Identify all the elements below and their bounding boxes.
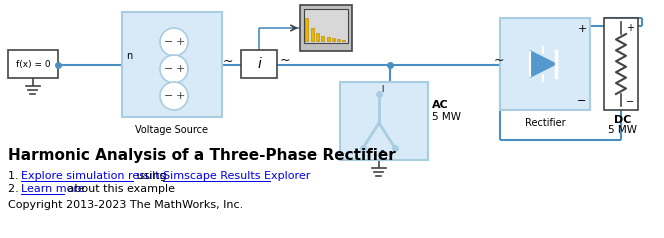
Bar bbox=[305, 18, 309, 41]
Text: ~: ~ bbox=[223, 55, 234, 68]
Text: 5 MW: 5 MW bbox=[432, 112, 461, 122]
Text: AC: AC bbox=[432, 100, 449, 110]
Polygon shape bbox=[530, 51, 556, 77]
Bar bbox=[316, 33, 319, 41]
Text: −: − bbox=[164, 64, 174, 74]
Text: −: − bbox=[164, 91, 174, 101]
Text: Explore simulation results: Explore simulation results bbox=[21, 171, 165, 181]
Bar bbox=[327, 37, 329, 41]
Bar bbox=[343, 40, 345, 41]
Text: +: + bbox=[626, 23, 634, 33]
FancyBboxPatch shape bbox=[500, 18, 590, 110]
Text: +: + bbox=[577, 24, 587, 34]
Text: Copyright 2013-2023 The MathWorks, Inc.: Copyright 2013-2023 The MathWorks, Inc. bbox=[8, 200, 243, 210]
FancyBboxPatch shape bbox=[340, 82, 428, 160]
FancyBboxPatch shape bbox=[241, 50, 277, 78]
Text: c: c bbox=[380, 148, 384, 157]
Text: Rectifier: Rectifier bbox=[525, 118, 565, 128]
Text: Voltage Source: Voltage Source bbox=[135, 125, 208, 135]
Text: Simscape Results Explorer: Simscape Results Explorer bbox=[163, 171, 310, 181]
Circle shape bbox=[160, 55, 188, 83]
FancyBboxPatch shape bbox=[604, 18, 638, 110]
Bar bbox=[311, 28, 314, 41]
FancyBboxPatch shape bbox=[304, 9, 348, 43]
Bar bbox=[321, 36, 324, 41]
Circle shape bbox=[160, 28, 188, 56]
Text: Harmonic Analysis of a Three-Phase Rectifier: Harmonic Analysis of a Three-Phase Recti… bbox=[8, 148, 396, 163]
Text: l: l bbox=[381, 85, 383, 94]
Circle shape bbox=[160, 82, 188, 110]
Text: −: − bbox=[164, 37, 174, 47]
Text: DC: DC bbox=[614, 115, 631, 125]
Text: 1.: 1. bbox=[8, 171, 22, 181]
FancyBboxPatch shape bbox=[122, 12, 222, 117]
Text: n: n bbox=[126, 51, 132, 61]
Text: ~: ~ bbox=[494, 54, 505, 66]
Text: f(x) = 0: f(x) = 0 bbox=[16, 60, 50, 69]
Bar bbox=[332, 39, 335, 41]
Text: −: − bbox=[626, 97, 634, 107]
Text: 2.: 2. bbox=[8, 184, 23, 194]
Text: 5 MW: 5 MW bbox=[608, 125, 637, 135]
Text: +: + bbox=[175, 64, 185, 74]
FancyBboxPatch shape bbox=[300, 5, 352, 51]
Bar bbox=[337, 39, 340, 41]
Text: using: using bbox=[133, 171, 170, 181]
Text: +: + bbox=[175, 91, 185, 101]
Text: −: − bbox=[577, 96, 587, 106]
Text: i: i bbox=[257, 57, 261, 71]
Text: about this example: about this example bbox=[64, 184, 175, 194]
Text: Learn more: Learn more bbox=[21, 184, 84, 194]
Text: +: + bbox=[175, 37, 185, 47]
Text: ~: ~ bbox=[280, 54, 290, 66]
FancyBboxPatch shape bbox=[8, 50, 58, 78]
